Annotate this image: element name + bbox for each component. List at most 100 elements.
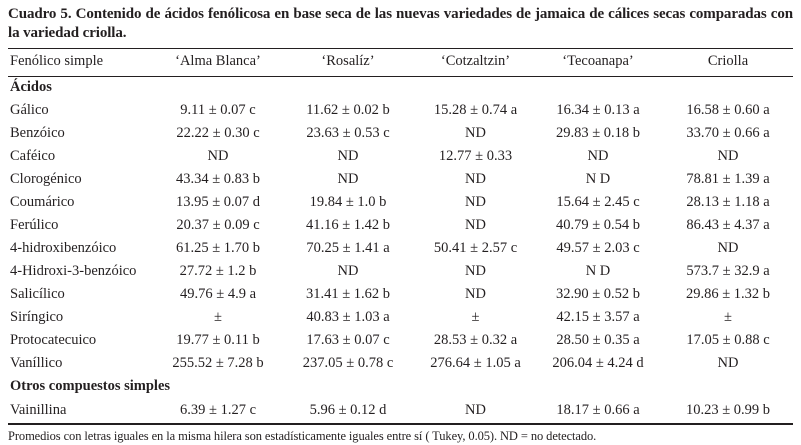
section-label: Otros compuestos simples xyxy=(10,378,171,394)
value-cell: ND xyxy=(465,171,486,187)
table-body: Ácidos Gálico 9.11 ± 0.07 c 11.62 ± 0.02 b 1… xyxy=(8,76,793,424)
value-cell: 42.15 ± 3.57 a xyxy=(556,309,640,325)
value-cell: ND xyxy=(465,217,486,233)
table-row: 4-Hidroxi-3-benzóico 27.72 ± 1.2 b ND ND N D… xyxy=(8,260,793,283)
value-cell: 40.83 ± 1.03 a xyxy=(306,309,390,325)
value-cell: 12.77 ± 0.33 xyxy=(438,148,513,164)
value-cell: 5.96 ± 0.12 d xyxy=(309,402,387,418)
value-cell: 15.64 ± 2.45 c xyxy=(556,194,640,210)
phenolic-acids-table: Fenólico simple ‘Alma Blanca’ ‘Rosalíz’ ‘Co… xyxy=(8,47,793,425)
value-cell: 28.13 ± 1.18 a xyxy=(686,194,770,210)
value-cell: ND xyxy=(465,286,486,302)
column-header: ‘Cotzaltzin’ xyxy=(440,52,511,69)
value-cell: ± xyxy=(471,309,480,325)
compound-name: Clorogénico xyxy=(10,171,82,187)
value-cell: ND xyxy=(337,171,359,187)
table-row: Siríngico ±40.83 ± 1.03 a ±42.15 ± 3.57 a ± xyxy=(8,306,793,329)
column-header: ‘Alma Blanca’ xyxy=(175,52,261,69)
value-cell: 237.05 ± 0.78 c xyxy=(302,355,394,371)
value-cell: 40.79 ± 0.54 b xyxy=(555,217,641,233)
table-row: Benzóico 22.22 ± 0.30 c 23.63 ± 0.53 c ND 29… xyxy=(8,122,793,145)
value-cell: 31.41 ± 1.62 b xyxy=(305,286,391,302)
value-cell: ± xyxy=(214,309,222,325)
table-row: Protocatecuico 19.77 ± 0.11 b 17.63 ± 0.07… xyxy=(8,329,793,352)
table-row: Vaníllico 255.52 ± 7.28 b 237.05 ± 0.78 c 2… xyxy=(8,352,793,375)
compound-name: Ferúlico xyxy=(10,217,59,233)
value-cell: ND xyxy=(717,240,739,256)
compound-name: 4-Hidroxi-3-benzóico xyxy=(10,263,137,279)
value-cell: ND xyxy=(207,148,229,164)
header-row: Fenólico simple ‘Alma Blanca’ ‘Rosalíz’ ‘Co… xyxy=(8,48,793,76)
table-row: Salicílico 49.76 ± 4.9 a 31.41 ± 1.62 b ND 3… xyxy=(8,283,793,306)
value-cell: 13.95 ± 0.07 d xyxy=(175,194,261,210)
column-header: ‘Tecoanapa’ xyxy=(562,52,634,69)
value-cell: 19.77 ± 0.11 b xyxy=(176,332,260,348)
section-label: Ácidos xyxy=(10,79,52,96)
value-cell: 16.34 ± 0.13 a xyxy=(556,102,640,118)
value-cell: 17.63 ± 0.07 c xyxy=(306,332,390,348)
value-cell: 86.43 ± 4.37 a xyxy=(686,217,770,233)
table-title: Cuadro 5. Contenido de ácidos fenólicosa… xyxy=(8,6,793,41)
column-header: Criolla xyxy=(707,52,749,69)
value-cell: ND xyxy=(337,263,359,279)
compound-name: Vaníllico xyxy=(10,355,63,371)
compound-name: Protocatecuico xyxy=(10,332,97,348)
section-row: Otros compuestos simples xyxy=(8,375,793,398)
value-cell: 33.70 ± 0.66 a xyxy=(686,125,770,141)
value-cell: 22.22 ± 0.30 c xyxy=(176,125,260,141)
compound-name: Gálico xyxy=(10,102,49,118)
table-row: Gálico 9.11 ± 0.07 c 11.62 ± 0.02 b 15.28 ±… xyxy=(8,99,793,122)
value-cell: ND xyxy=(465,402,486,418)
value-cell: 573.7 ± 32.9 a xyxy=(686,263,770,279)
value-cell: 18.17 ± 0.66 a xyxy=(556,402,640,418)
column-header: Fenólico simple xyxy=(10,52,104,69)
value-cell: 49.57 ± 2.03 c xyxy=(556,240,640,256)
value-cell: 29.86 ± 1.32 b xyxy=(685,286,771,302)
compound-name: Vainillina xyxy=(10,402,67,418)
value-cell: 27.72 ± 1.2 b xyxy=(179,263,257,279)
value-cell: 23.63 ± 0.53 c xyxy=(306,125,390,141)
value-cell: 255.52 ± 7.28 b xyxy=(172,355,264,371)
table-row: Coumárico 13.95 ± 0.07 d 19.84 ± 1.0 b ND 15… xyxy=(8,191,793,214)
value-cell: 28.53 ± 0.32 a xyxy=(433,332,518,348)
value-cell: 70.25 ± 1.41 a xyxy=(306,240,390,256)
compound-name: Salicílico xyxy=(10,286,65,302)
value-cell: ND xyxy=(465,194,486,210)
value-cell: 206.04 ± 4.24 d xyxy=(552,355,644,371)
value-cell: ND xyxy=(337,148,359,164)
section-row: Ácidos xyxy=(8,76,793,99)
value-cell: 6.39 ± 1.27 c xyxy=(179,402,257,418)
table-row: 4-hidroxibenzóico 61.25 ± 1.70 b 70.25 ± 1… xyxy=(8,237,793,260)
value-cell: N D xyxy=(585,263,611,279)
table-row: Caféico ND ND 12.77 ± 0.33 ND ND xyxy=(8,145,793,168)
value-cell: 19.84 ± 1.0 b xyxy=(309,194,387,210)
value-cell: ND xyxy=(465,263,486,279)
value-cell: 28.50 ± 0.35 a xyxy=(556,332,640,348)
compound-name: Benzóico xyxy=(10,125,65,141)
table-row: Vainillina 6.39 ± 1.27 c 5.96 ± 0.12 d ND 18… xyxy=(8,398,793,424)
value-cell: 17.05 ± 0.88 c xyxy=(686,332,770,348)
value-cell: 50.41 ± 2.57 c xyxy=(433,240,518,256)
value-cell: 78.81 ± 1.39 a xyxy=(686,171,770,187)
value-cell: 61.25 ± 1.70 b xyxy=(175,240,261,256)
value-cell: 32.90 ± 0.52 b xyxy=(555,286,641,302)
value-cell: 29.83 ± 0.18 b xyxy=(555,125,641,141)
value-cell: ND xyxy=(717,148,739,164)
table-footnote: Promedios con letras iguales en la misma… xyxy=(8,429,597,443)
value-cell: 15.28 ± 0.74 a xyxy=(433,102,518,118)
value-cell: 16.58 ± 0.60 a xyxy=(686,102,770,118)
value-cell: 276.64 ± 1.05 a xyxy=(430,355,521,371)
value-cell: 10.23 ± 0.99 b xyxy=(685,402,771,418)
value-cell: ND xyxy=(465,125,486,141)
value-cell: N D xyxy=(585,171,611,187)
column-header: ‘Rosalíz’ xyxy=(321,52,375,69)
table-row: Clorogénico 43.34 ± 0.83 b ND ND N D 78.81 ± … xyxy=(8,168,793,191)
table-row: Ferúlico 20.37 ± 0.09 c 41.16 ± 1.42 b ND 40… xyxy=(8,214,793,237)
value-cell: 41.16 ± 1.42 b xyxy=(305,217,391,233)
value-cell: ND xyxy=(587,148,609,164)
value-cell: ND xyxy=(717,355,739,371)
compound-name: 4-hidroxibenzóico xyxy=(10,240,117,256)
compound-name: Coumárico xyxy=(10,194,75,210)
value-cell: 20.37 ± 0.09 c xyxy=(176,217,260,233)
